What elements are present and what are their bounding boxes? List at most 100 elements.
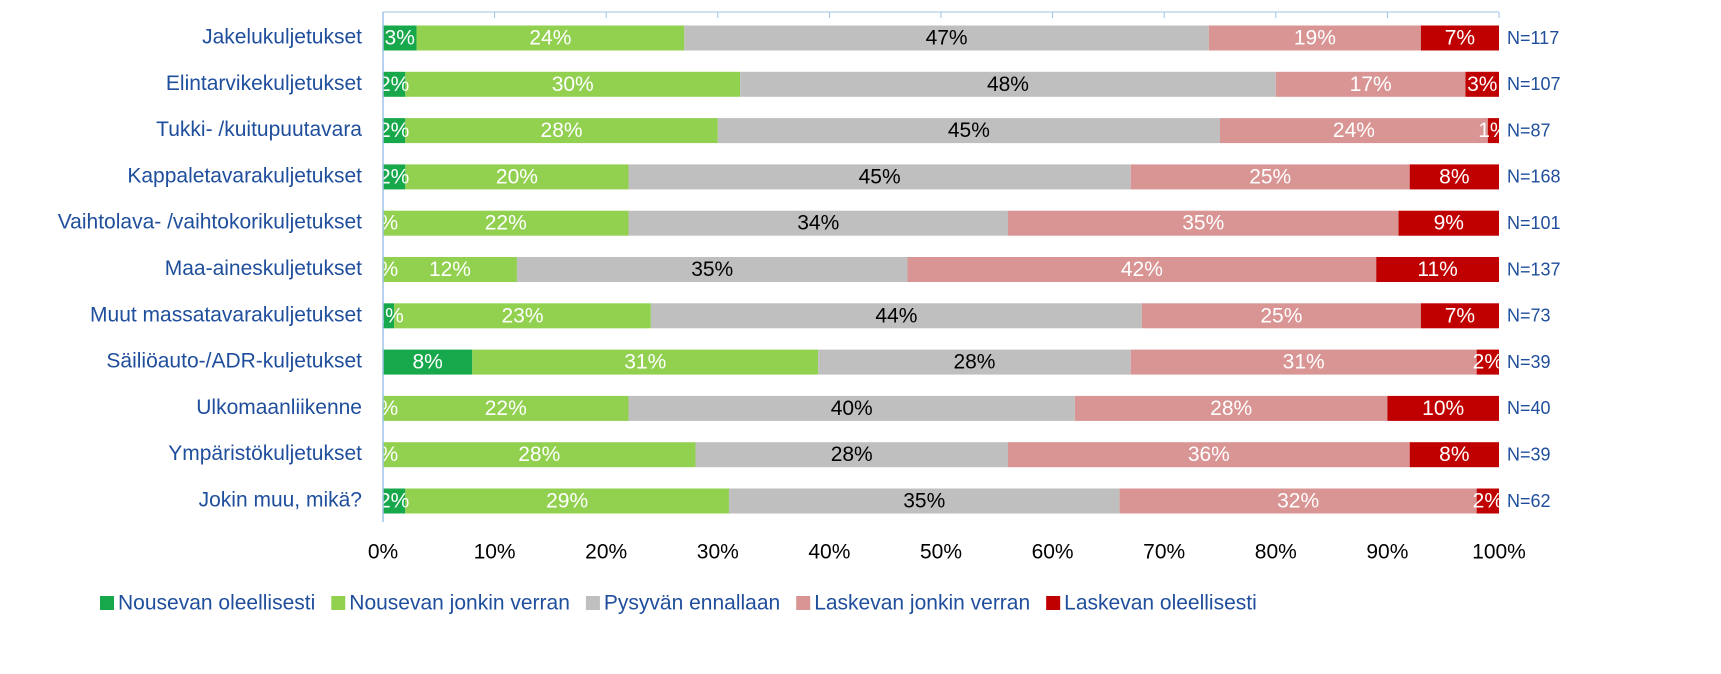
value-label: 28% [1210, 397, 1252, 420]
bar-segment [628, 395, 1075, 421]
x-tick-label: 100% [1472, 541, 1526, 564]
value-label: 36% [1188, 443, 1230, 466]
x-tick-label: 80% [1255, 541, 1297, 564]
n-label: N=39 [1507, 444, 1551, 464]
value-label: 48% [987, 73, 1029, 96]
bar-segment [394, 303, 651, 329]
bar-segment [405, 488, 729, 514]
bar-segment [1398, 210, 1499, 236]
value-label: 24% [529, 27, 571, 50]
n-label: N=101 [1507, 213, 1561, 233]
value-label: 44% [875, 304, 917, 327]
value-label: 3% [385, 27, 415, 50]
bar-segment [740, 71, 1276, 97]
n-label: N=87 [1507, 120, 1551, 140]
category-label: Tukki- /kuitupuutavara [156, 118, 362, 141]
legend-label: Nousevan jonkin verran [349, 592, 570, 615]
bar-segment [383, 257, 517, 282]
category-label: Kappaletavarakuljetukset [127, 164, 362, 187]
legend-label: Laskevan oleellisesti [1064, 592, 1257, 615]
legend-swatch [100, 596, 114, 610]
bar-segment [383, 488, 406, 514]
value-label: 22% [485, 212, 527, 235]
bar-segment [1220, 118, 1488, 144]
value-label: 35% [1182, 212, 1224, 235]
n-label: N=73 [1507, 306, 1551, 326]
bar-segment [405, 71, 741, 97]
bar-segment [1007, 210, 1399, 236]
category-label: Elintarvikekuljetukset [166, 72, 362, 95]
x-tick-label: 20% [585, 541, 627, 564]
value-label: 28% [541, 119, 583, 142]
bar-segment [383, 118, 406, 144]
x-tick-label: 10% [474, 541, 516, 564]
value-label: 35% [691, 258, 733, 281]
value-label: 31% [1283, 351, 1325, 374]
value-label: 47% [926, 27, 968, 50]
category-label: Ympäristökuljetukset [168, 442, 362, 465]
value-label: 45% [948, 119, 990, 142]
value-label: 12% [429, 258, 471, 281]
bar-segment [1130, 164, 1410, 190]
value-label: 32% [1277, 490, 1319, 513]
x-tick-label: 90% [1366, 541, 1408, 564]
category-label: Jokin muu, mikä? [199, 489, 362, 512]
value-label: 7% [1445, 27, 1475, 50]
n-label: N=168 [1507, 167, 1561, 187]
bar-segment [383, 303, 395, 329]
value-label: 28% [518, 443, 560, 466]
bar-segment [383, 164, 406, 190]
bar-segment [1119, 488, 1477, 514]
n-label: N=62 [1507, 491, 1551, 511]
legend: Nousevan oleellisesti Nousevan jonkin ver… [100, 592, 1257, 615]
n-label: N=107 [1507, 74, 1561, 94]
category-label: Vaihtolava- /vaihtokorikuljetukset [58, 211, 362, 234]
value-label: 17% [1350, 73, 1392, 96]
bar-segment [383, 395, 629, 421]
value-label: 1% [373, 304, 403, 327]
bar-segment [1420, 303, 1499, 329]
bar-segment [684, 25, 1209, 51]
value-label: 8% [1439, 165, 1469, 188]
value-label: 8% [1439, 443, 1469, 466]
value-label: 11% [1417, 258, 1457, 281]
bar-segment [383, 349, 473, 375]
bar-segment [1376, 257, 1499, 282]
bar-segment [1387, 395, 1499, 421]
bar-segment [1476, 488, 1499, 514]
category-label: Jakelukuljetukset [202, 26, 362, 49]
bar-segment [516, 257, 908, 282]
bar-segment [818, 349, 1131, 375]
value-label: 42% [1121, 258, 1163, 281]
bar-segment [472, 349, 819, 375]
bar-segment [628, 210, 1008, 236]
category-label: Maa-aineskuljetukset [165, 257, 362, 280]
value-label: 25% [1249, 165, 1291, 188]
value-label: 8% [412, 351, 442, 374]
bars [383, 25, 1499, 514]
value-label: 31% [624, 351, 666, 374]
value-label: 29% [546, 490, 588, 513]
bar-segment [1275, 71, 1466, 97]
bar-segment [383, 71, 406, 97]
category-label: Säiliöauto-/ADR-kuljetukset [106, 350, 362, 373]
n-label: N=39 [1507, 352, 1551, 372]
legend-label: Pysyvän ennallaan [604, 592, 780, 615]
bar-segment [907, 257, 1377, 282]
value-label: 20% [496, 165, 538, 188]
category-label: Ulkomaanliikenne [196, 396, 362, 419]
n-label: N=40 [1507, 398, 1551, 418]
segment-labels: 3% 24% 47% 19% 7% 2% 30% 48% 17% 3% 2% 28% 45% 24% 1% 2… [368, 27, 1509, 513]
value-label: 28% [831, 443, 873, 466]
value-label: 23% [501, 304, 543, 327]
value-label: 2% [1473, 351, 1503, 374]
value-label: 2% [379, 490, 409, 513]
bar-segment [1465, 71, 1499, 97]
bar-segment [728, 488, 1120, 514]
bar-segment [405, 118, 718, 144]
category-label: Muut massatavarakuljetukset [90, 303, 362, 326]
x-tick-label: 50% [920, 541, 962, 564]
value-label: 34% [797, 212, 839, 235]
value-label: 25% [1260, 304, 1302, 327]
